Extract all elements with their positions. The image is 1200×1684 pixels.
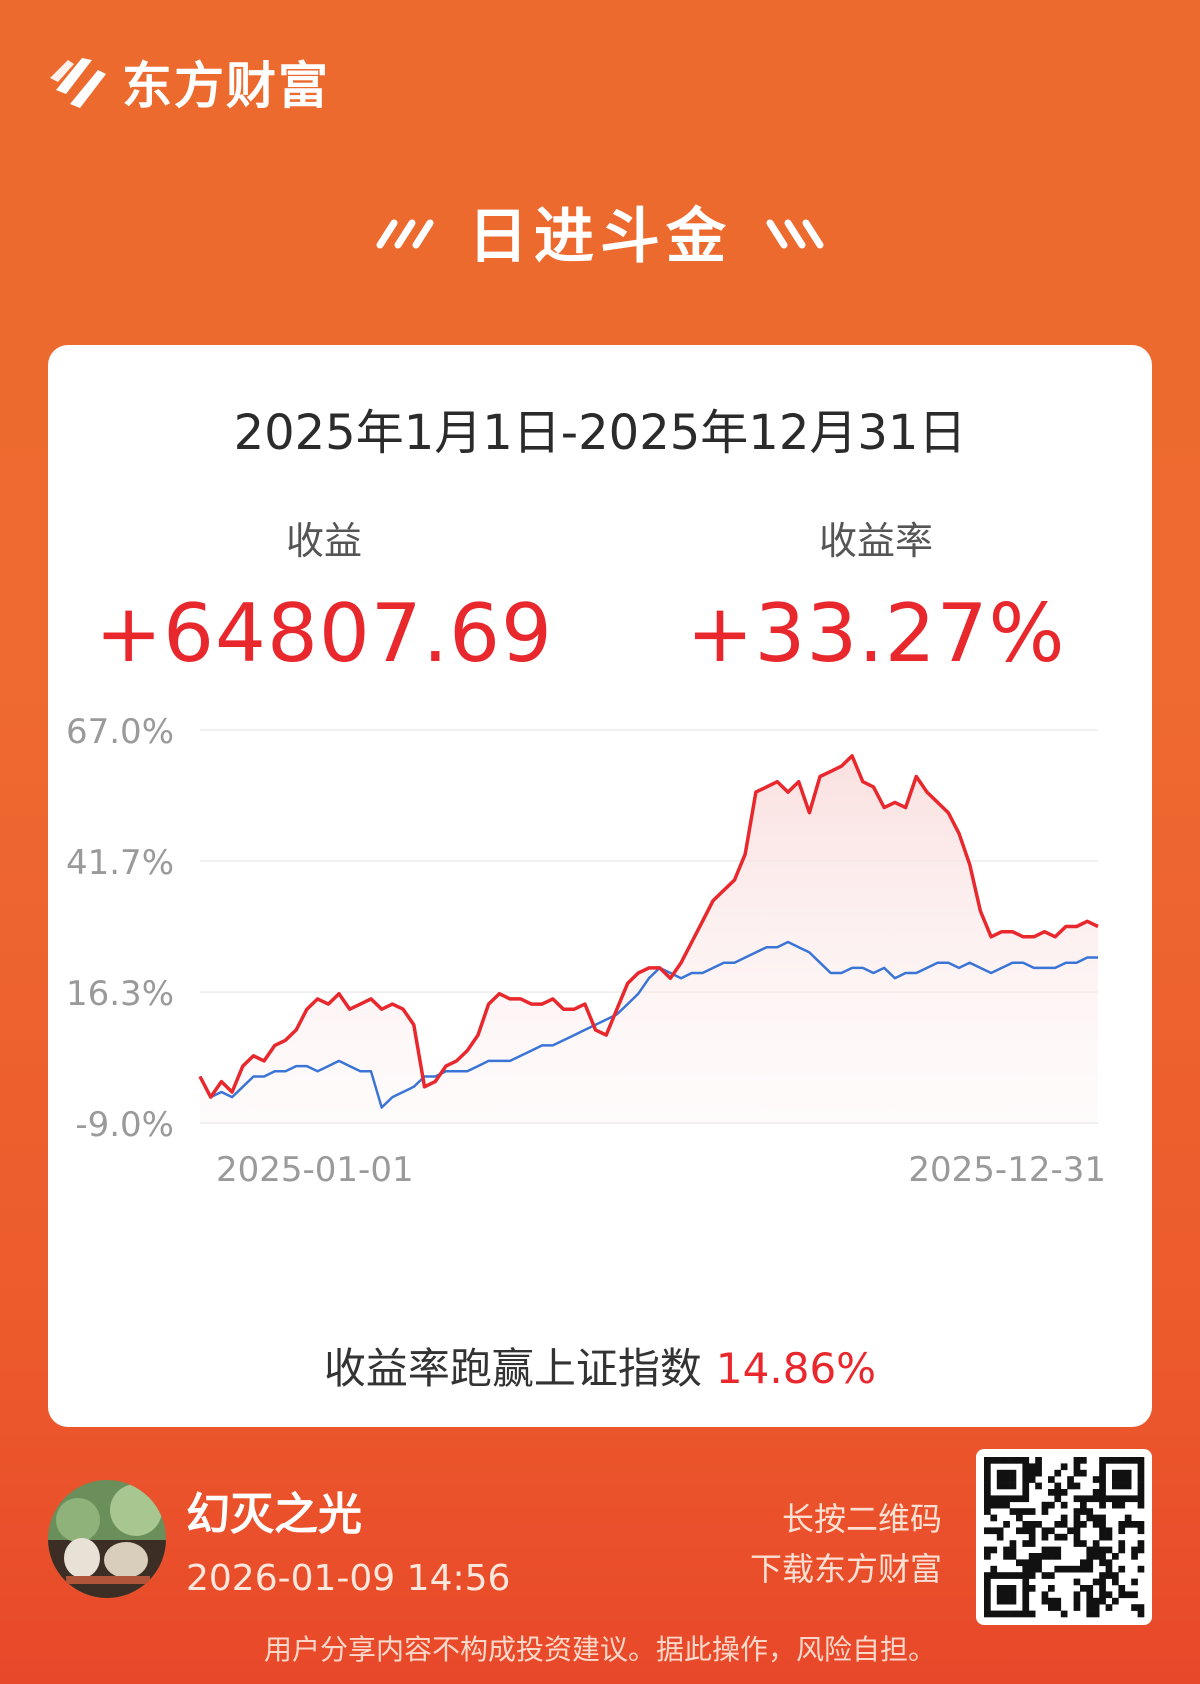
qr-hint-line1: 长按二维码 (781, 1500, 942, 1538)
disclaimer: 用户分享内容不构成投资建议。据此操作，风险自担。 (263, 1633, 936, 1666)
compare-value: 14.86% (715, 1344, 877, 1393)
benchmark-return-line (198, 940, 1098, 1109)
banner: 日进斗金 (0, 196, 1200, 272)
period-title: 2025年1月1日-2025年12月31日 (233, 405, 967, 461)
return-rate-label: 收益率 (818, 519, 933, 563)
brand-header: 东方财富 (48, 50, 330, 115)
compare-label: 收益率跑赢上证指数 (323, 1344, 702, 1393)
slash-decoration-left-icon (376, 219, 434, 249)
series-area (200, 755, 1098, 1123)
y-tick-label: 67.0% (66, 712, 174, 752)
profit-value: +64807.69 (95, 587, 553, 680)
x-tick-label: 2025-12-31 (908, 1150, 1106, 1190)
qr-hint-line2: 下载东方财富 (749, 1550, 942, 1588)
profit-metric: 收益 +64807.69 (48, 510, 600, 680)
brand-name: 东方财富 (122, 57, 330, 115)
return-rate-metric: 收益率 +33.27% (600, 510, 1152, 680)
banner-title: 日进斗金 (468, 201, 732, 272)
portfolio-return-line (198, 754, 1099, 1099)
eastmoney-logo-icon (50, 58, 106, 108)
avatar[interactable] (48, 1479, 166, 1598)
x-tick-label: 2025-01-01 (216, 1150, 414, 1190)
qr-hint: 长按二维码 下载东方财富 (750, 1494, 942, 1594)
y-tick-label: 16.3% (66, 974, 174, 1014)
benchmark-compare: 收益率跑赢上证指数 14.86% (48, 1335, 1152, 1396)
return-chart: 67.0% 41.7% 16.3% -9.0% 2025-01-01 2025-12-31 (66, 712, 1106, 1190)
performance-card: 2025年1月1日-2025年12月31日 收益 +64807.69 收益率 +… (48, 345, 1152, 1427)
user-name: 幻灭之光 (186, 1489, 362, 1540)
profit-label: 收益 (285, 519, 362, 563)
return-rate-value: +33.27% (686, 587, 1066, 680)
slash-decoration-right-icon (766, 219, 824, 249)
y-tick-label: -9.0% (75, 1105, 174, 1145)
qr-code-icon (984, 1457, 1145, 1618)
share-time: 2026-01-09 14:56 (186, 1558, 511, 1599)
qr-code[interactable] (976, 1449, 1152, 1625)
user-section: 幻灭之光 2026-01-09 14:56 (48, 1478, 510, 1599)
y-tick-label: 41.7% (66, 843, 174, 883)
avatar-image-icon (48, 1479, 166, 1598)
